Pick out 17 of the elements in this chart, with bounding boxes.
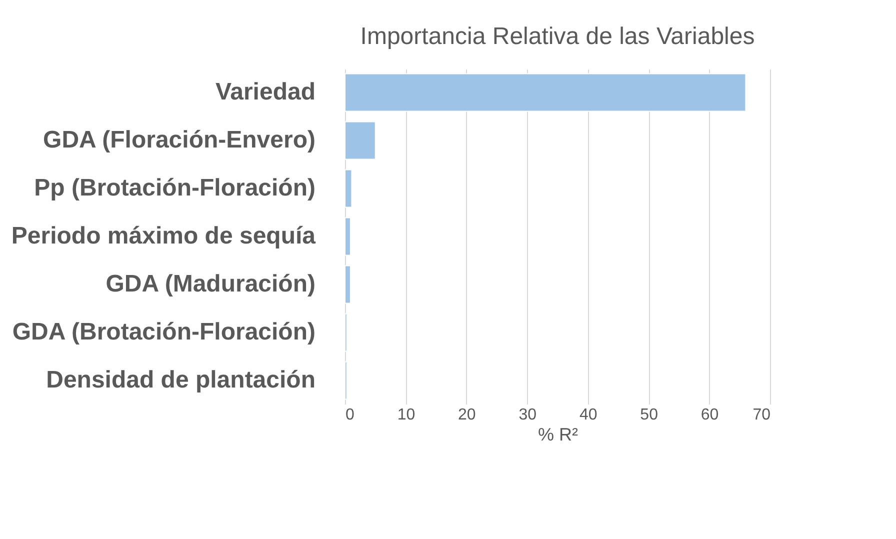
x-tick-label: 20: [458, 406, 476, 424]
y-tick-label: Variedad: [215, 78, 316, 106]
x-axis-title: % R²: [538, 424, 578, 444]
x-tick-label: 40: [579, 406, 598, 424]
x-tick-label: 70: [752, 406, 771, 424]
y-tick-label: GDA (Brotación-Floración): [12, 318, 316, 346]
y-tick-label: GDA (Maduración): [106, 270, 316, 298]
y-tick-label: Pp (Brotación-Floración): [34, 174, 316, 202]
y-tick-label: Densidad de plantación: [46, 366, 316, 394]
chart-title: Importancia Relativa de las Variables: [360, 23, 755, 50]
x-tick-label: 60: [700, 406, 719, 424]
x-tick-label: 50: [640, 406, 658, 424]
x-tick-label: 30: [518, 406, 537, 424]
y-tick-label: GDA (Floración-Envero): [43, 126, 316, 154]
x-tick-label: 10: [397, 406, 416, 424]
x-tick-label: 0: [346, 406, 354, 424]
y-tick-label: Periodo máximo de sequía: [11, 222, 316, 250]
